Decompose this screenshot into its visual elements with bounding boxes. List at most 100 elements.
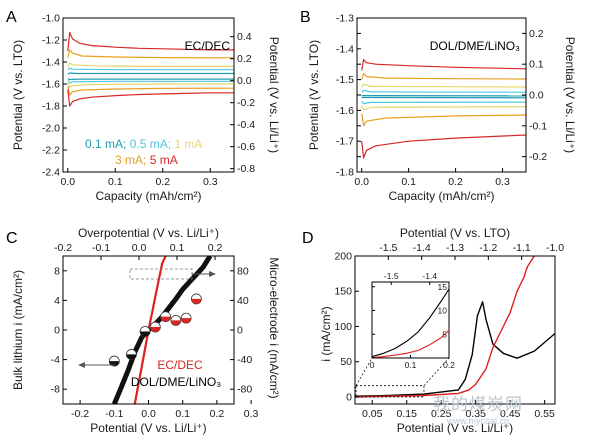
y-axis-title-b: Potential (V vs. LTO) <box>307 40 321 150</box>
y-axis-right-c-label: 0 <box>237 325 243 337</box>
x-axis-c-label: 0.0 <box>141 408 156 420</box>
legend-line-a-0: 0.1 mA; 0.5 mA; 1 mA <box>85 137 202 151</box>
x-axis-d-label: 0.35 <box>465 408 486 420</box>
y-axis-a-label: -2.2 <box>42 145 60 157</box>
panel-a: A 0.0 0.1 0.2 0.3 -2.4 -2.2 -2.0 -1.8 -1.6 -1.4 -1.… <box>6 9 281 203</box>
series-line-a-6 <box>67 80 234 84</box>
x-axis-c-label: 0.1 <box>175 408 190 420</box>
x-axis-top-c-label: 0.1 <box>170 242 185 254</box>
series-line-b-0 <box>361 58 526 71</box>
panel-d: D 0 0.1 0.2 -1.5 -1.4 5 10 15 0.05 0.15 0.25 0.35 0.4… <box>302 226 564 435</box>
panel-label-b: B <box>300 9 311 26</box>
annotation-b: DOL/DME/LiNO₃ <box>430 39 520 53</box>
x-axis-top-c-label: -0.2 <box>54 242 72 254</box>
x-axis-d-label: 0.25 <box>431 408 452 420</box>
series-line-a-1 <box>67 49 234 59</box>
marker-c-6 <box>181 318 192 324</box>
y-axis-c-label: 4 <box>54 295 60 307</box>
y-axis-c-label: -8 <box>51 384 60 396</box>
legend-entry-a-0-2: 1 mA <box>174 137 202 151</box>
x-axis-top-d-label: -1.2 <box>479 242 497 254</box>
y-axis-b-label: -1.3 <box>336 13 354 25</box>
y-axis-right-a-label: 0.4 <box>237 31 252 43</box>
y-axis-right-c-label: -40 <box>237 354 252 366</box>
x-axis-b-label: 0.3 <box>495 176 510 188</box>
y-axis-right-c-label: 40 <box>237 295 249 307</box>
x-axis-a-label: 0.3 <box>203 176 218 188</box>
x-axis-c-label: -0.1 <box>105 408 123 420</box>
series-line-a-2 <box>67 62 234 68</box>
marker-c-7 <box>191 298 202 304</box>
y-axis-d-label: 100 <box>334 321 352 333</box>
y-axis-right-c-label: 80 <box>237 265 249 277</box>
y-axis-a-label: -1.0 <box>42 13 60 25</box>
panel-c: C -0.2 -0.1 0.0 0.1 0.2 0.3 -0.2 -0.1 0.0 0.1 0.2 -8… <box>6 226 281 435</box>
y-axis-d-label: 150 <box>334 286 352 298</box>
inset-x-top-label: -1.5 <box>384 271 399 281</box>
y-axis-right-a-label: 0.2 <box>237 53 252 65</box>
y-axis-b-label: -1.7 <box>336 136 354 148</box>
x-axis-a-label: 0.1 <box>108 176 123 188</box>
series-line-a-4 <box>67 72 234 75</box>
x-axis-top-title-d: Potential (V vs. LTO) <box>400 226 510 240</box>
legend-entry-a-1-0: 3 mA; <box>115 153 150 167</box>
y-axis-right-a-label: -0.4 <box>237 119 255 131</box>
legend-entry-a-1-1: 5 mA <box>150 153 178 167</box>
y-axis-right-a-label: -0.2 <box>237 97 255 109</box>
y-axis-right-a-label: 0.0 <box>237 75 252 87</box>
series-line-a-3 <box>67 67 234 71</box>
x-axis-top-c-label: -0.1 <box>92 242 110 254</box>
y-axis-d-label: 200 <box>334 251 352 263</box>
x-axis-a-label: 0.2 <box>155 176 170 188</box>
y-axis-right-b-label: -0.2 <box>529 151 547 163</box>
marker-c-5 <box>170 320 181 326</box>
inset-x-top-label: -1.4 <box>422 271 437 281</box>
x-axis-a-label: 0.0 <box>60 176 75 188</box>
series-line-b-7 <box>361 105 526 111</box>
inset-y-label: 10 <box>438 306 448 316</box>
series-line-b-3 <box>361 89 526 93</box>
x-axis-c-label: 0.2 <box>210 408 225 420</box>
y-axis-a-label: -1.6 <box>42 79 60 91</box>
y-axis-d-label: 0 <box>346 391 352 403</box>
y-axis-b-label: -1.4 <box>336 43 354 55</box>
y-axis-right-c-label: -80 <box>237 384 252 396</box>
panel-label-d: D <box>302 230 314 247</box>
y-axis-title-a: Potential (V vs. LTO) <box>11 40 25 150</box>
y-axis-b-label: -1.8 <box>336 167 354 179</box>
y-axis-a-label: -2.4 <box>42 167 60 179</box>
inset-x-label: 0.2 <box>443 360 455 370</box>
x-axis-b-label: 0.0 <box>354 176 369 188</box>
marker-c-4 <box>160 316 171 322</box>
y-axis-title-d: i (mA/cm²) <box>319 306 333 361</box>
inset-series-line-d-1 <box>371 329 450 359</box>
x-axis-c-label: -0.2 <box>71 408 89 420</box>
marker-c-2 <box>140 331 151 337</box>
x-axis-title-c: Potential (V vs. Li/Li⁺) <box>90 421 206 435</box>
arrow-left-head-c <box>78 362 85 368</box>
y-axis-a-label: -1.4 <box>42 57 60 69</box>
y-axis-b-label: -1.5 <box>336 74 354 86</box>
y-axis-a-label: -1.8 <box>42 101 60 113</box>
x-axis-top-d-label: -1.4 <box>413 242 431 254</box>
inset-y-label: 5 <box>442 329 447 339</box>
watermark-text: 我的煤炭网 <box>433 395 523 414</box>
x-axis-top-d-label: -1.3 <box>446 242 464 254</box>
x-axis-d-label: 0.55 <box>534 408 555 420</box>
inset-frame-d <box>371 281 450 359</box>
y-axis-b-label: -1.6 <box>336 105 354 117</box>
x-axis-b-label: 0.1 <box>401 176 416 188</box>
series-line-a-5 <box>67 77 234 81</box>
y-axis-right-title-a: Potential (V vs. Li/Li⁺) <box>267 37 281 153</box>
series-line-b-6 <box>361 100 526 105</box>
watermark-url: www.mycoal.cn <box>446 416 509 426</box>
series-line-a-0 <box>67 31 234 52</box>
panel-label-c: C <box>6 230 18 247</box>
x-axis-title-b: Capacity (mAh/cm²) <box>388 189 494 203</box>
zoom-box-d <box>355 385 425 398</box>
x-axis-top-d-label: -1.0 <box>546 242 564 254</box>
marker-c-1 <box>126 354 137 360</box>
series-line-d-1 <box>355 256 535 398</box>
series-line-a-7 <box>67 82 234 88</box>
